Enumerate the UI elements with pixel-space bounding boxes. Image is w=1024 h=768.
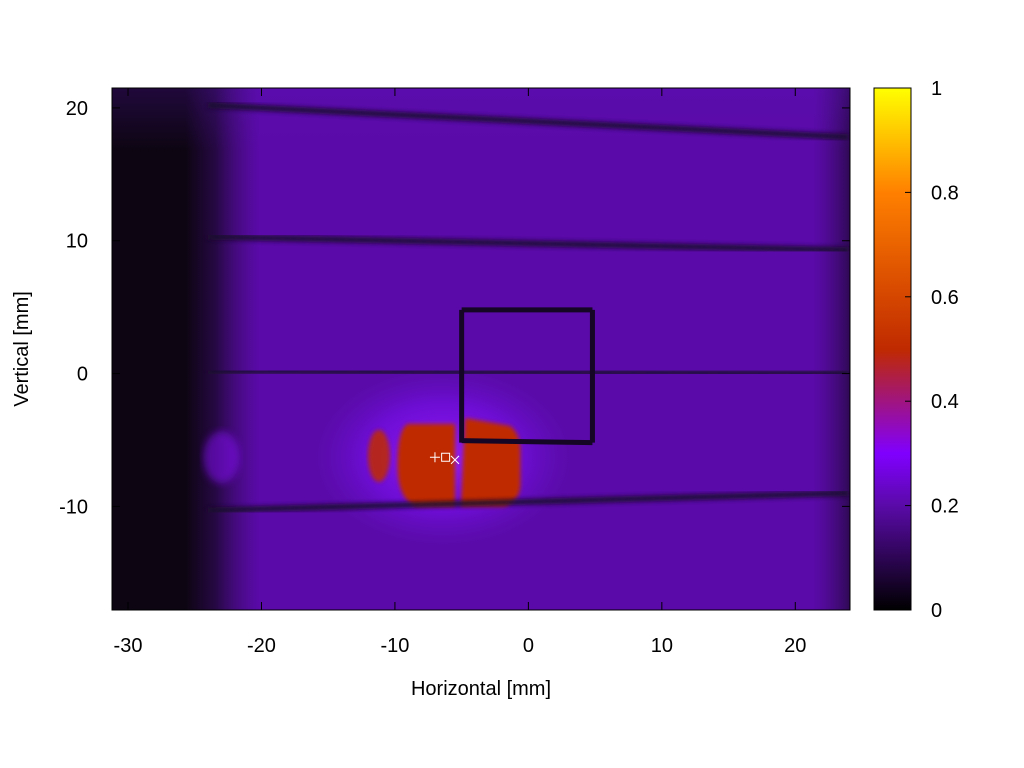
beam-markers xyxy=(429,452,460,465)
square-marker xyxy=(441,452,451,462)
colorbar xyxy=(874,88,911,610)
y-tick-label: 20 xyxy=(66,98,88,120)
y-tick-label: 10 xyxy=(66,231,88,253)
y-tick-label: 0 xyxy=(77,364,88,386)
colorbar-tick-label: 0.8 xyxy=(931,182,959,204)
colorbar-tick-label: 0 xyxy=(931,600,942,622)
x-tick-label: 20 xyxy=(784,635,806,657)
inner-square-bottom xyxy=(461,438,593,446)
colorbar-border xyxy=(873,87,912,611)
x-tick-label: -30 xyxy=(114,635,143,657)
plot-area xyxy=(112,88,850,610)
x-tick-label: -10 xyxy=(380,635,409,657)
y-axis-label: Vertical [mm] xyxy=(11,291,33,407)
colorbar-tick-label: 1 xyxy=(931,78,942,100)
colorbar-ticks: 0 0.2 0.4 0.6 0.8 1 xyxy=(905,78,959,622)
colorbar-tick-label: 0.4 xyxy=(931,391,959,413)
grid-line-horizontal xyxy=(208,233,849,254)
beam-spot-side-lobe xyxy=(367,429,390,482)
plot-border xyxy=(111,87,851,611)
x-tick-label: 10 xyxy=(651,635,673,657)
x-axis-ticks: -30 -20 -10 0 10 20 xyxy=(114,88,806,657)
y-tick-label: -10 xyxy=(59,496,88,518)
colorbar-tick-label: 0.6 xyxy=(931,287,959,309)
x-axis-label: Horizontal [mm] xyxy=(411,678,551,700)
x-tick-label: 0 xyxy=(523,635,534,657)
x-tick-label: -20 xyxy=(247,635,276,657)
inner-square-frame xyxy=(459,307,595,446)
colorbar-tick-label: 0.2 xyxy=(931,496,959,518)
left-halo-ellipse xyxy=(203,431,240,484)
x-marker xyxy=(450,455,460,465)
y-axis-ticks: -10 0 10 20 xyxy=(59,98,850,518)
grid-line-horizontal xyxy=(208,367,849,377)
beam-spot-left-lobe xyxy=(397,424,455,507)
plus-marker xyxy=(429,452,440,463)
grid-line-horizontal xyxy=(208,490,849,514)
beam-spot-right-lobe xyxy=(460,418,521,507)
calibration-grid-lines xyxy=(207,88,849,610)
grid-line-horizontal xyxy=(207,102,849,141)
